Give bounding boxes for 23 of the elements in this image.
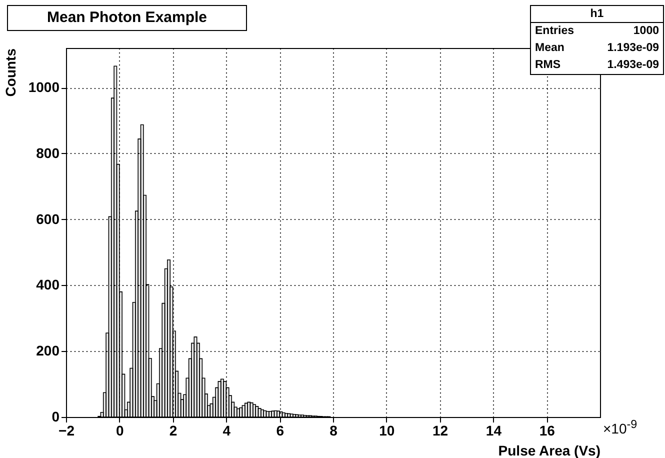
x-tick-label: 14 (486, 422, 502, 438)
y-tick-label: 600 (36, 210, 60, 227)
y-tick-label: 1000 (28, 79, 60, 96)
x-tick-label: 12 (432, 422, 448, 438)
x-tick-label: 2 (169, 422, 178, 438)
y-axis-title: Counts (2, 48, 18, 97)
text: ×10$^{-9}$ (603, 418, 638, 437)
x-tick-label: 10 (379, 422, 395, 438)
x-tick-label: 0 (116, 422, 124, 438)
text: RMS 1.493e-09 (535, 59, 659, 71)
y-tick-label: 400 (36, 276, 60, 293)
x-tick-label: 6 (276, 422, 284, 438)
x-tick-label: 16 (539, 422, 556, 438)
x-tick-label: 8 (330, 422, 338, 438)
y-tick-label: 800 (36, 144, 60, 161)
text: Entries 1000 (535, 25, 659, 37)
text: h1 (531, 6, 663, 23)
y-tick-label: 0 (52, 408, 60, 424)
x-tick-label: 4 (222, 422, 231, 438)
y-tick-label: 200 (36, 342, 60, 359)
x-tick-label: −2 (58, 422, 75, 438)
chart-title: Mean Photon Example (7, 5, 247, 31)
text: Mean 1.193e-09 (535, 42, 659, 54)
